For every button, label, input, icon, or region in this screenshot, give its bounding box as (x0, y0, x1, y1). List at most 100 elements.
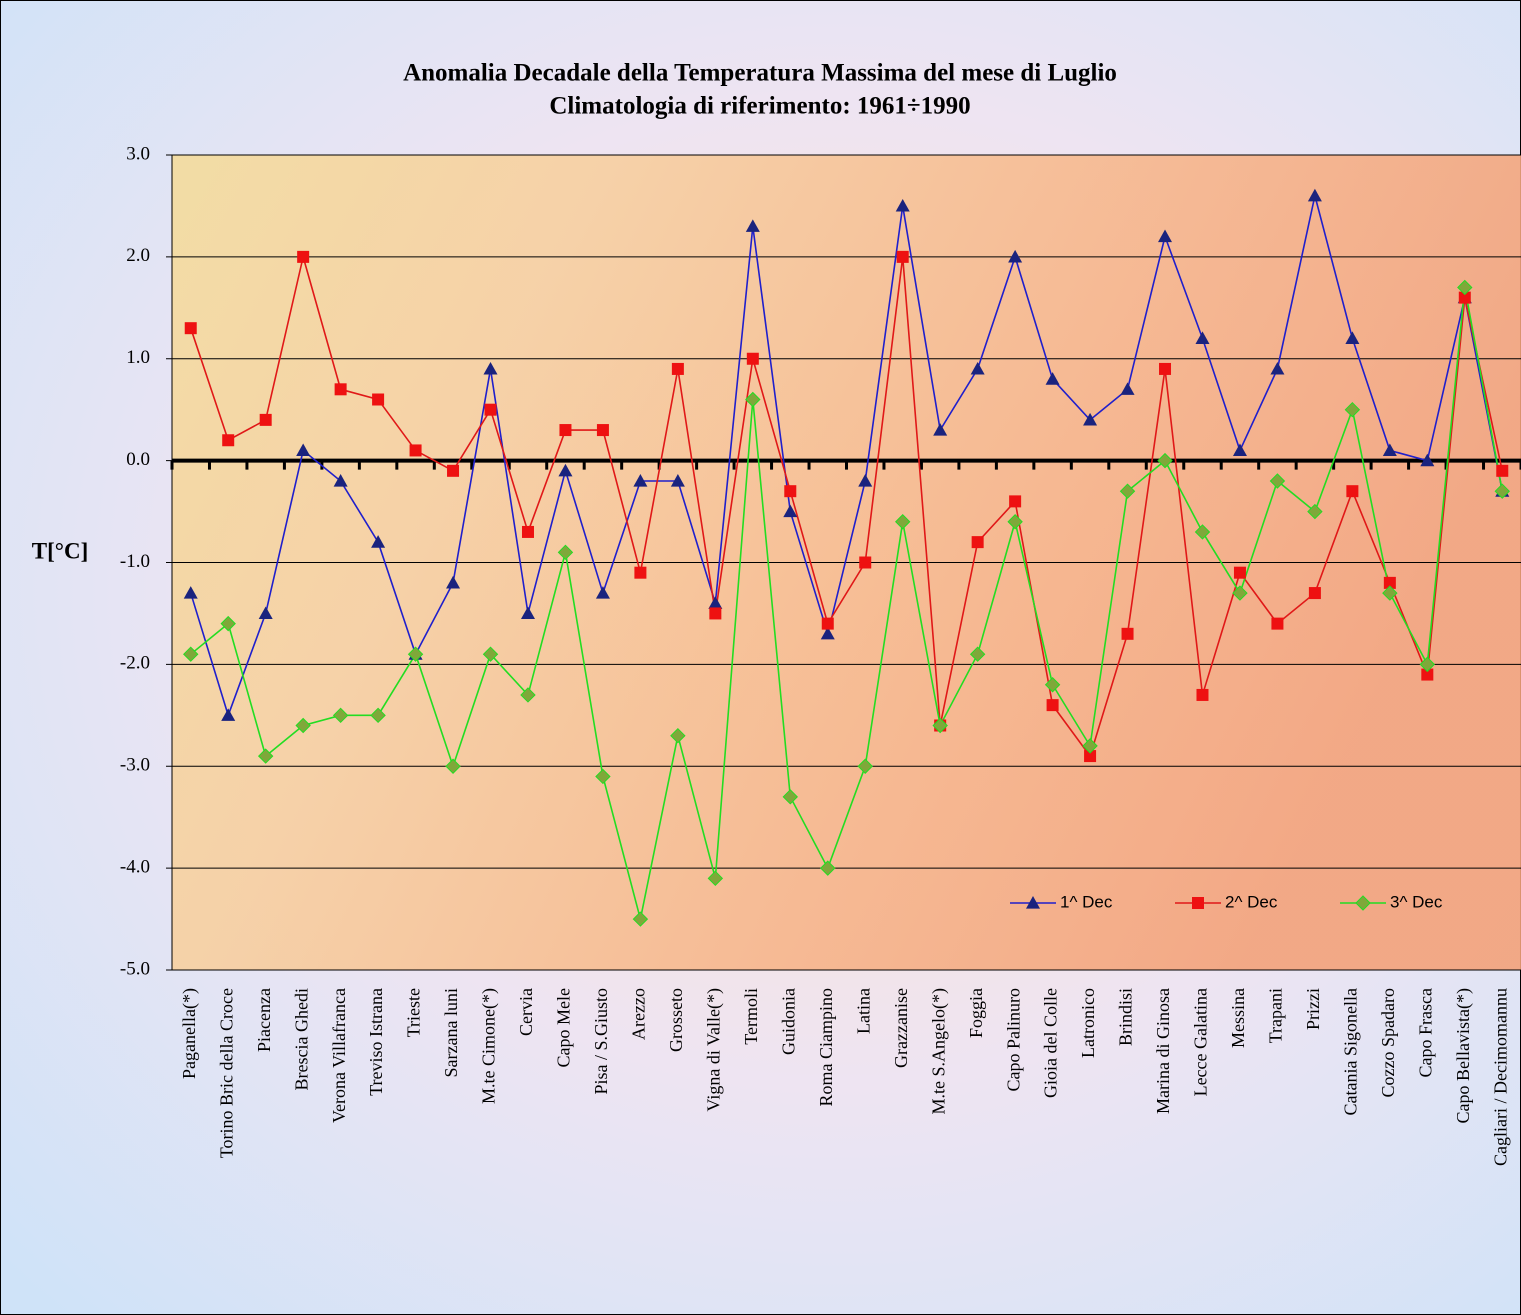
marker (745, 219, 760, 232)
marker (634, 566, 647, 579)
marker (409, 444, 422, 457)
x-tick-label: Treviso Istrana (366, 988, 386, 1096)
x-tick-label: Latina (853, 988, 873, 1034)
y-tick-label: -2.0 (120, 653, 150, 674)
x-tick-label: Capo Mele (554, 988, 574, 1067)
marker (221, 708, 236, 721)
x-tick-label: Brescia Ghedi (291, 988, 311, 1090)
marker (1232, 585, 1248, 601)
marker (858, 474, 873, 487)
x-tick-label: Latronico (1078, 988, 1098, 1058)
x-tick-label: Piacenza (254, 988, 274, 1052)
marker (1307, 503, 1323, 520)
marker (258, 606, 273, 620)
marker (484, 403, 497, 416)
marker (482, 646, 499, 662)
marker (184, 322, 197, 335)
x-tick-label: Cozzo Spadaro (1378, 988, 1398, 1097)
marker (1307, 188, 1322, 202)
marker (407, 646, 424, 662)
marker (447, 464, 460, 477)
x-tick-label: Prizzi (1303, 988, 1323, 1030)
marker (1007, 514, 1023, 530)
marker (595, 586, 610, 599)
marker (632, 911, 649, 927)
marker (1494, 483, 1510, 499)
marker (895, 514, 911, 530)
x-tick-label: Catania Sigonella (1341, 988, 1361, 1115)
marker (297, 250, 310, 263)
marker (895, 198, 910, 212)
x-tick-label: Messina (1228, 988, 1248, 1048)
marker (1008, 249, 1023, 263)
marker (933, 423, 948, 436)
x-tick-label: Torino Bric della Croce (216, 988, 236, 1158)
marker (820, 860, 836, 876)
x-tick-label: Gioia del Colle (1041, 988, 1061, 1098)
marker (1346, 485, 1359, 498)
marker (521, 525, 534, 538)
marker (969, 646, 986, 662)
marker (446, 575, 461, 589)
x-tick-label: Termoli (741, 988, 761, 1045)
marker (932, 717, 948, 734)
marker (1083, 412, 1098, 426)
marker (1046, 699, 1059, 712)
series-line (189, 195, 1504, 718)
marker (707, 870, 724, 887)
series-line (190, 287, 1504, 920)
marker (1158, 229, 1173, 243)
marker (220, 615, 236, 632)
marker (296, 443, 311, 457)
legend-label: 3^ Dec (1390, 892, 1443, 911)
marker (1082, 738, 1098, 754)
marker (670, 727, 686, 744)
x-tick-label: M.te Cimone(*) (479, 988, 500, 1104)
marker (1345, 331, 1360, 344)
x-tick-label: M.te S.Angelo(*) (928, 988, 949, 1114)
marker (1421, 668, 1434, 681)
x-tick-label: Brindisi (1116, 988, 1136, 1046)
y-tick-label: 1.0 (126, 347, 150, 368)
legend-marker (1355, 895, 1371, 911)
x-tick-label: Roma Ciampino (816, 988, 836, 1107)
marker (1420, 453, 1435, 467)
x-tick-label: Trieste (404, 988, 424, 1037)
legend-label: 1^ Dec (1060, 892, 1113, 911)
y-tick-label: 0.0 (126, 449, 150, 470)
marker (709, 607, 722, 620)
marker (183, 646, 199, 662)
marker (782, 789, 798, 805)
chart-title: Anomalia Decadale della Temperatura Mass… (403, 60, 1117, 87)
marker (745, 391, 761, 408)
marker (970, 361, 985, 375)
x-tick-label: Vigna di Valle(*) (703, 988, 724, 1112)
marker (557, 544, 574, 561)
marker (821, 617, 834, 630)
marker (1382, 443, 1397, 457)
marker (1119, 483, 1136, 499)
marker (1457, 279, 1473, 296)
x-tick-label: Pisa / S.Giusto (591, 988, 611, 1095)
y-tick-label: -1.0 (120, 551, 150, 572)
x-tick-label: Lecce Galatina (1191, 988, 1211, 1096)
marker (1194, 524, 1211, 540)
y-axis-label: T[°C] (32, 538, 88, 563)
marker (896, 250, 909, 263)
x-tick-label: Cagliari / Decimomannu (1490, 988, 1510, 1166)
marker (334, 383, 347, 396)
marker (520, 687, 536, 703)
marker (1233, 566, 1246, 579)
marker (1121, 627, 1134, 640)
marker (596, 424, 609, 437)
marker (708, 596, 723, 609)
marker (971, 536, 984, 549)
marker (671, 362, 684, 375)
marker (857, 758, 873, 774)
marker (222, 434, 235, 447)
marker (445, 758, 461, 774)
marker (1383, 576, 1396, 589)
marker (1270, 361, 1285, 375)
marker (558, 463, 573, 477)
marker (1159, 362, 1172, 375)
